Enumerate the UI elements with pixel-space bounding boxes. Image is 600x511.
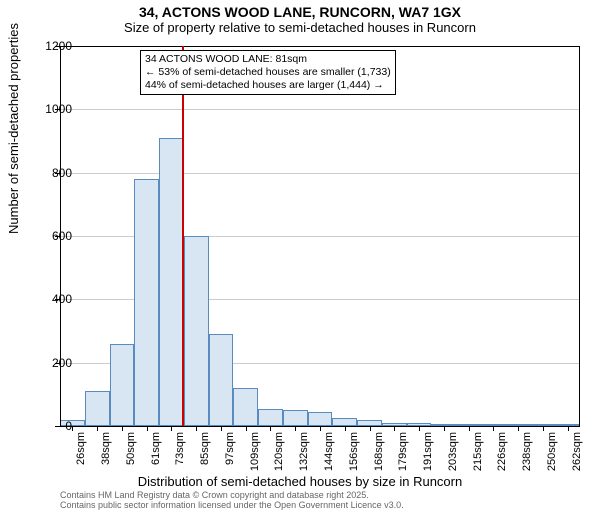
x-tick-label: 156sqm bbox=[348, 432, 360, 482]
histogram-bar bbox=[85, 391, 110, 426]
histogram-bar bbox=[184, 236, 209, 426]
histogram-bar bbox=[159, 138, 184, 426]
x-tick-label: 203sqm bbox=[447, 432, 459, 482]
x-tick-label: 238sqm bbox=[521, 432, 533, 482]
annotation-line1: 34 ACTONS WOOD LANE: 81sqm bbox=[145, 53, 391, 66]
x-tick-label: 50sqm bbox=[125, 432, 137, 482]
x-tick-label: 144sqm bbox=[323, 432, 335, 482]
x-tick-label: 262sqm bbox=[571, 432, 583, 482]
y-tick-label: 0 bbox=[32, 419, 72, 433]
chart-title-main: 34, ACTONS WOOD LANE, RUNCORN, WA7 1GX bbox=[0, 4, 600, 20]
histogram-bar bbox=[283, 410, 308, 426]
footer-line1: Contains HM Land Registry data © Crown c… bbox=[60, 490, 404, 500]
histogram-bar bbox=[332, 418, 357, 426]
y-tick-label: 800 bbox=[32, 166, 72, 180]
x-tick-label: 132sqm bbox=[298, 432, 310, 482]
y-tick-label: 1000 bbox=[32, 102, 72, 116]
x-tick-label: 109sqm bbox=[249, 432, 261, 482]
annotation-box: 34 ACTONS WOOD LANE: 81sqm ← 53% of semi… bbox=[140, 50, 396, 95]
annotation-line2: ← 53% of semi-detached houses are smalle… bbox=[145, 66, 391, 79]
annotation-line3: 44% of semi-detached houses are larger (… bbox=[145, 79, 391, 92]
histogram-bar bbox=[110, 344, 135, 426]
plot-region bbox=[60, 46, 580, 426]
chart-area: 34 ACTONS WOOD LANE: 81sqm ← 53% of semi… bbox=[60, 46, 580, 426]
x-tick-label: 38sqm bbox=[100, 432, 112, 482]
axis-border bbox=[579, 46, 580, 426]
x-tick-label: 250sqm bbox=[546, 432, 558, 482]
x-tick-label: 85sqm bbox=[199, 432, 211, 482]
gridline bbox=[60, 109, 580, 110]
x-tick-label: 73sqm bbox=[174, 432, 186, 482]
x-tick-label: 26sqm bbox=[75, 432, 87, 482]
gridline bbox=[60, 173, 580, 174]
x-tick-label: 179sqm bbox=[397, 432, 409, 482]
property-marker-line bbox=[182, 46, 184, 426]
x-tick-label: 191sqm bbox=[422, 432, 434, 482]
y-tick-label: 200 bbox=[32, 356, 72, 370]
histogram-bar bbox=[134, 179, 159, 426]
y-tick-label: 400 bbox=[32, 292, 72, 306]
x-tick-label: 215sqm bbox=[472, 432, 484, 482]
histogram-bar bbox=[209, 334, 234, 426]
histogram-bar bbox=[258, 409, 283, 426]
chart-title-sub: Size of property relative to semi-detach… bbox=[0, 20, 600, 35]
x-tick-label: 168sqm bbox=[373, 432, 385, 482]
histogram-bar bbox=[308, 412, 333, 426]
x-tick-label: 97sqm bbox=[224, 432, 236, 482]
x-tick-label: 61sqm bbox=[150, 432, 162, 482]
y-axis-label: Number of semi-detached properties bbox=[6, 23, 21, 234]
x-tick-label: 226sqm bbox=[496, 432, 508, 482]
y-tick-label: 1200 bbox=[32, 39, 72, 53]
footer-attribution: Contains HM Land Registry data © Crown c… bbox=[60, 490, 404, 511]
axis-border bbox=[60, 426, 580, 427]
histogram-bar bbox=[233, 388, 258, 426]
axis-border bbox=[60, 46, 580, 47]
footer-line2: Contains public sector information licen… bbox=[60, 500, 404, 510]
y-tick-label: 600 bbox=[32, 229, 72, 243]
x-tick-label: 120sqm bbox=[273, 432, 285, 482]
